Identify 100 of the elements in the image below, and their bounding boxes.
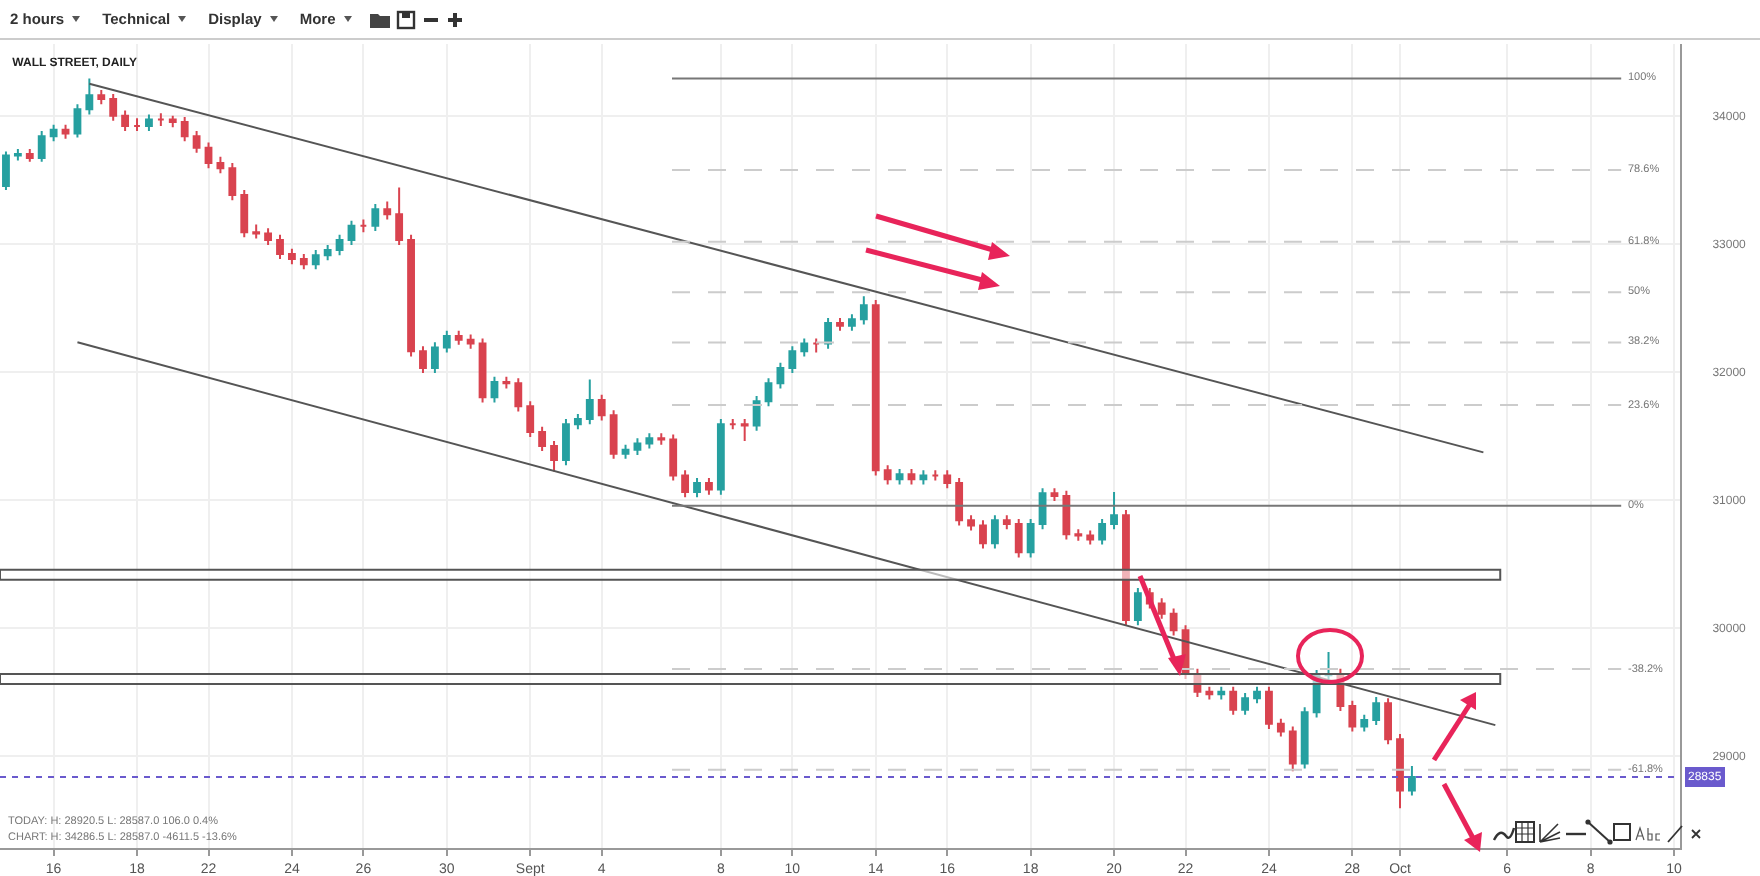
candlestick — [407, 233, 415, 358]
candlestick — [156, 112, 165, 127]
candlestick — [752, 395, 761, 432]
candlestick — [97, 89, 106, 106]
candlestick — [1253, 685, 1261, 705]
candlestick — [550, 439, 558, 473]
candlestick — [645, 432, 654, 450]
candlestick — [466, 333, 475, 350]
candlestick — [859, 295, 868, 326]
candlestick — [1265, 685, 1273, 730]
candlestick — [1026, 517, 1035, 559]
candlestick — [61, 123, 70, 140]
candlestick — [943, 469, 952, 490]
candlestick — [1133, 587, 1142, 627]
candlestick — [538, 425, 547, 453]
candlestick — [788, 345, 797, 375]
candlestick — [216, 155, 225, 175]
candlestick — [669, 433, 678, 482]
candlestick — [848, 313, 856, 332]
candlestick — [883, 464, 892, 486]
candlestick — [168, 114, 177, 129]
candlestick — [264, 227, 272, 246]
candlestick — [728, 418, 737, 431]
candlestick — [1241, 692, 1250, 716]
candlestick — [1360, 713, 1369, 733]
candlestick — [490, 375, 499, 404]
candlestick — [395, 186, 404, 246]
candlestick — [1086, 529, 1095, 546]
candlestick — [716, 418, 725, 496]
candlestick — [871, 299, 880, 477]
candlestick — [133, 117, 141, 133]
candlestick — [228, 162, 237, 202]
candlestick — [1193, 667, 1202, 698]
candlestick — [419, 345, 427, 375]
candlestick — [1288, 725, 1297, 773]
candlestick — [585, 378, 594, 426]
candlestick — [740, 418, 749, 442]
candlestick — [562, 418, 570, 467]
candlestick — [1408, 765, 1416, 797]
candlestick — [1169, 607, 1178, 637]
candlestick — [1157, 597, 1166, 620]
candlestick — [204, 141, 213, 170]
candlestick — [359, 218, 368, 234]
candlestick — [693, 477, 701, 499]
candlestick — [514, 377, 523, 413]
candlestick — [1229, 685, 1238, 716]
candlestick — [454, 329, 463, 346]
candlestick — [967, 514, 975, 532]
candlestick — [347, 219, 356, 246]
candlestick — [621, 443, 630, 460]
candlestick — [573, 413, 582, 431]
candlestick — [121, 109, 130, 133]
candlestick — [1205, 685, 1214, 701]
candlestick — [1098, 517, 1107, 546]
candlestick — [37, 130, 46, 163]
candlestick — [609, 409, 618, 460]
candlestick — [442, 329, 451, 354]
candlestick — [311, 249, 320, 271]
candlestick — [1014, 517, 1023, 559]
candlestick — [1300, 706, 1309, 770]
candlestick — [299, 252, 308, 271]
candlestick — [990, 514, 999, 550]
candlestick — [1074, 528, 1083, 542]
candlestick — [240, 188, 249, 239]
candlestick — [657, 432, 666, 446]
candlestick — [323, 244, 332, 262]
candlestick — [145, 113, 153, 133]
candlestick — [1384, 697, 1392, 746]
candlestick — [931, 469, 940, 482]
candlestick — [776, 361, 785, 390]
candlestick — [85, 77, 94, 116]
candlestick — [812, 337, 821, 354]
candlestick — [2, 150, 10, 191]
candlestick — [764, 377, 773, 408]
candlestick — [705, 477, 713, 496]
candlestick — [1002, 514, 1011, 531]
candlestick — [1276, 717, 1285, 738]
candlestick — [955, 477, 964, 527]
candlestick — [371, 203, 380, 232]
candlestick — [276, 233, 284, 261]
candlestick — [430, 341, 439, 375]
candlestick — [73, 103, 82, 139]
candlestick — [478, 337, 487, 404]
candlestick — [800, 337, 809, 358]
candlestick — [192, 130, 201, 154]
candlestick — [180, 115, 189, 143]
candlestick — [109, 92, 118, 122]
candlestick — [502, 375, 511, 390]
candlestick — [824, 316, 832, 350]
candlestick — [1050, 487, 1059, 503]
candlestick — [335, 233, 344, 257]
candlestick — [1110, 491, 1118, 531]
candlestick — [919, 469, 928, 486]
candlestick — [252, 223, 261, 240]
candlestick — [13, 147, 22, 162]
candlestick — [49, 123, 58, 143]
candlestick — [1348, 699, 1357, 733]
candlestick — [836, 316, 844, 332]
candlestick — [979, 519, 987, 550]
candlestick — [526, 400, 535, 439]
